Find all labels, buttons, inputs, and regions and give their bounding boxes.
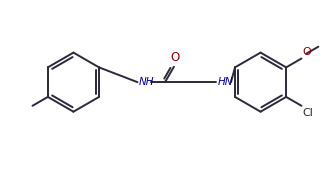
Text: O: O bbox=[303, 47, 311, 56]
Text: Cl: Cl bbox=[303, 108, 313, 118]
Text: NH: NH bbox=[138, 77, 154, 87]
Text: O: O bbox=[170, 51, 179, 64]
Text: HN: HN bbox=[217, 77, 233, 87]
